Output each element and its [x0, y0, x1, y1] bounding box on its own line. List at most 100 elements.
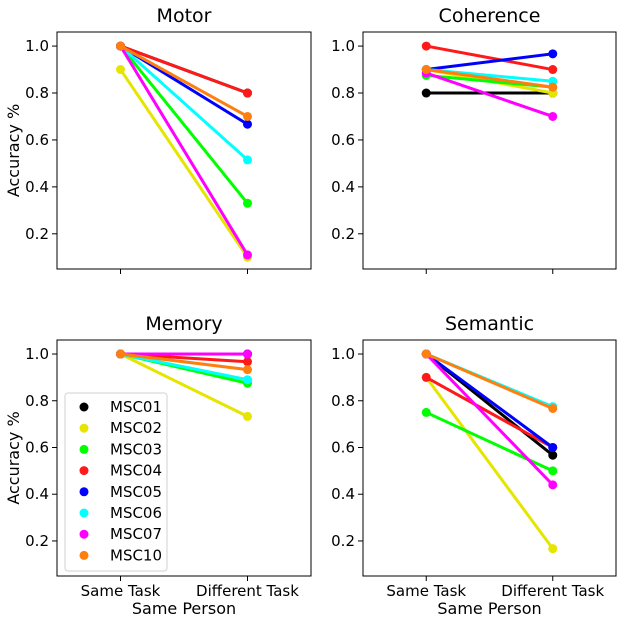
series-line-msc02 [119, 68, 249, 259]
axes-frame [362, 339, 617, 577]
y-axis-label: Accuracy % [4, 104, 23, 197]
data-point-msc06 [243, 155, 252, 165]
y-tick-label: 0.2 [25, 225, 49, 243]
panel-motor: Motor 0.2 0.4 0.6 0.8 1.0 Accuracy % [4, 5, 312, 274]
data-point-msc05 [243, 119, 252, 129]
legend: MSC01 MSC02 MSC03 MSC04 MSC05 MSC06 MSC07 MSC10 [64, 392, 168, 572]
data-point-msc06 [243, 375, 252, 385]
legend-box [64, 392, 168, 572]
data-point-msc02 [116, 65, 125, 75]
data-point-msc10 [243, 111, 252, 121]
legend-label: MSC03 [110, 440, 162, 458]
x-tick-label: Different Task [501, 582, 604, 600]
y-tick-label: 0.8 [331, 392, 355, 410]
legend-marker [79, 466, 89, 476]
data-point-msc02 [243, 411, 252, 421]
series-line-msc05 [425, 352, 554, 449]
panel-title: Coherence [439, 5, 541, 27]
data-point-msc07 [548, 111, 558, 121]
legend-marker [79, 550, 89, 560]
series-line-msc03 [119, 45, 249, 205]
y-tick-label: 0.6 [25, 131, 49, 149]
data-point-msc01 [421, 88, 431, 98]
y-tick-label: 0.8 [25, 392, 49, 410]
series-line-msc10 [426, 68, 553, 89]
data-point-msc10 [116, 41, 125, 51]
x-tick-label: Same Task [81, 582, 161, 600]
series-line-msc04 [425, 376, 554, 449]
panel-title: Semantic [445, 313, 534, 335]
panel-title: Memory [145, 313, 222, 335]
series-line-msc10 [120, 352, 248, 372]
y-tick-label: 1.0 [25, 345, 49, 363]
legend-label: MSC05 [110, 483, 162, 501]
legend-label: MSC07 [110, 525, 162, 543]
data-point-msc10 [548, 82, 558, 92]
x-tick-label: Different Task [196, 582, 299, 600]
data-point-msc10 [243, 365, 252, 375]
y-tick-label: 1.0 [331, 37, 355, 55]
legend-marker [79, 402, 89, 412]
series-line-msc06 [120, 352, 248, 382]
legend-marker [79, 444, 89, 454]
legend-label: MSC02 [110, 419, 162, 437]
panel-semantic: Semantic 0.2 0.4 0.6 0.8 1.0 Same Task Differen… [331, 313, 617, 618]
legend-marker [79, 508, 89, 518]
data-point-msc01 [548, 450, 558, 460]
y-tick-label: 1.0 [25, 37, 49, 55]
y-tick-label: 0.6 [331, 438, 355, 456]
panel-coherence: Coherence 0.2 0.4 0.6 0.8 1.0 [331, 5, 617, 274]
series-line-msc07 [425, 71, 554, 118]
y-tick-label: 0.4 [25, 178, 49, 196]
axes-frame [56, 31, 312, 270]
panel-title: Motor [157, 5, 212, 27]
series-line-msc10 [425, 352, 554, 410]
series-line-msc02 [119, 352, 249, 418]
series-line-msc05 [426, 52, 553, 72]
data-point-msc07 [548, 480, 558, 490]
data-point-msc05 [548, 442, 558, 452]
legend-label: MSC06 [110, 504, 162, 522]
series-line-msc06 [119, 44, 249, 162]
data-point-msc03 [243, 198, 252, 208]
legend-marker [79, 423, 89, 433]
series-line-msc10 [119, 44, 249, 118]
axes-frame [56, 339, 312, 577]
data-point-msc10 [421, 65, 431, 75]
data-point-msc05 [548, 49, 558, 59]
data-point-msc03 [548, 466, 558, 476]
x-axis-label: Same Person [437, 599, 541, 618]
series-line-msc04 [119, 44, 249, 95]
y-tick-label: 0.6 [25, 438, 49, 456]
data-point-msc07 [243, 349, 252, 359]
y-tick-label: 0.8 [331, 84, 355, 102]
data-point-msc04 [421, 41, 431, 51]
y-tick-label: 0.8 [25, 84, 49, 102]
legend-marker [79, 487, 89, 497]
y-tick-label: 0.2 [331, 532, 355, 550]
legend-label: MSC04 [110, 462, 162, 480]
legend-label: MSC10 [110, 546, 162, 564]
data-point-msc07 [243, 250, 252, 260]
legend-label: MSC01 [110, 398, 162, 416]
data-point-msc04 [548, 65, 558, 75]
y-tick-label: 0.4 [331, 485, 355, 503]
data-point-msc03 [421, 407, 431, 417]
panel-memory: Memory 0.2 0.4 0.6 0.8 1.0 Same Task Different … [4, 313, 312, 618]
x-axis-label: Same Person [132, 599, 236, 618]
series-line-msc02 [425, 376, 554, 550]
series-line-msc07 [425, 352, 554, 486]
y-tick-label: 0.2 [331, 225, 355, 243]
y-tick-label: 1.0 [331, 345, 355, 363]
legend-marker [79, 529, 89, 539]
series-line-msc04 [425, 44, 554, 72]
y-tick-label: 0.4 [331, 178, 355, 196]
series-line-msc07 [119, 45, 249, 256]
data-point-msc10 [116, 349, 125, 359]
data-point-msc04 [243, 357, 252, 367]
data-point-msc02 [548, 544, 558, 554]
y-tick-label: 0.6 [331, 131, 355, 149]
axes-frame [362, 31, 617, 270]
data-point-msc10 [421, 349, 431, 359]
